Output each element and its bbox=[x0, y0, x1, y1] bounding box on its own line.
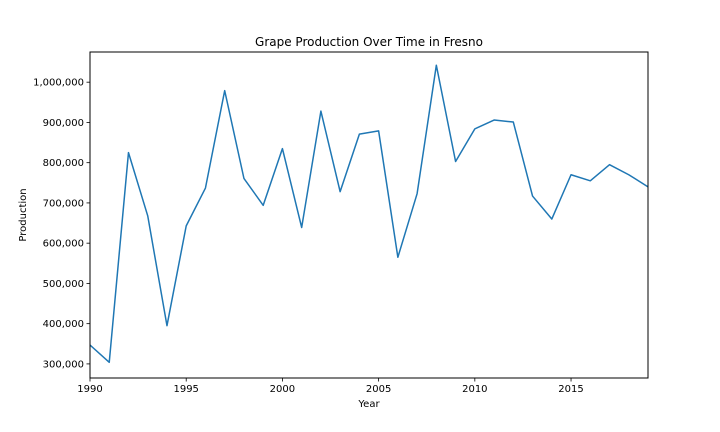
x-tick-label: 2015 bbox=[558, 384, 583, 395]
y-tick-label: 900,000 bbox=[43, 118, 84, 129]
y-tick-label: 400,000 bbox=[43, 319, 84, 330]
chart-title: Grape Production Over Time in Fresno bbox=[255, 35, 483, 49]
y-axis-ticks: 300,000 400,000 500,000 600,000 700,000 800,0… bbox=[33, 78, 90, 370]
x-tick-label: 2010 bbox=[462, 384, 487, 395]
series-layer bbox=[90, 64, 648, 364]
x-axis-ticks: 1990 1995 2000 2005 2010 2015 bbox=[77, 378, 584, 395]
y-tick-label: 300,000 bbox=[43, 359, 84, 370]
x-tick-label: 2005 bbox=[366, 384, 391, 395]
y-tick-label: 500,000 bbox=[43, 279, 84, 290]
y-tick-label: 800,000 bbox=[43, 158, 84, 169]
series-line bbox=[90, 64, 648, 364]
y-tick-label: 700,000 bbox=[43, 198, 84, 209]
x-axis-label: Year bbox=[357, 399, 380, 410]
x-tick-label: 1995 bbox=[173, 384, 198, 395]
plot-frame bbox=[89, 51, 649, 379]
y-tick-label: 1,000,000 bbox=[33, 78, 84, 89]
x-tick-label: 1990 bbox=[77, 384, 102, 395]
y-tick-label: 600,000 bbox=[43, 239, 84, 250]
y-axis-label: Production bbox=[18, 188, 29, 241]
x-tick-label: 2000 bbox=[270, 384, 295, 395]
